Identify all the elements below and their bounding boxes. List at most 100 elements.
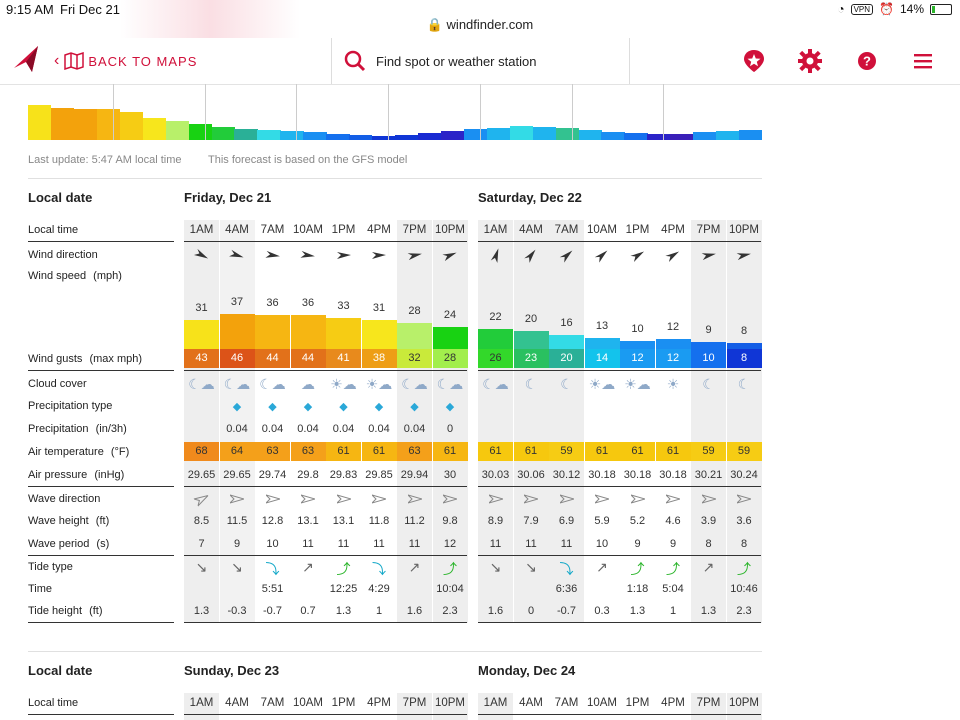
wind-gust-value: 43 (184, 349, 219, 368)
wind-speed-bar (184, 320, 219, 351)
hour-label: 10PM (728, 697, 760, 709)
raindrop-icon: ◆ (268, 401, 277, 413)
menu-hamburger-icon[interactable] (912, 49, 936, 73)
wave-period-value: 11 (525, 538, 537, 550)
wind-arrow-icon (514, 249, 549, 264)
row-label-text: Wind gusts (28, 353, 83, 365)
overview-bar (693, 132, 717, 140)
wave-period-value: 9 (634, 538, 641, 550)
wind-arrow-icon (255, 249, 290, 264)
air-pressure-value: 29.94 (400, 469, 429, 481)
wifi-icon: ◔ (837, 2, 845, 16)
raindrop-icon: ◆ (303, 401, 313, 413)
row-label-local_date: Local date (28, 190, 92, 205)
cloud-icon: ☾☁ (223, 376, 251, 392)
row-label-precip_type: Precipitation type (28, 400, 112, 412)
favorites-star-icon[interactable] (742, 49, 766, 73)
hour-label: 10PM (434, 697, 466, 709)
air-temp-value: 64 (219, 442, 255, 461)
hour-label: 7AM (554, 224, 579, 236)
back-to-maps-button[interactable]: ‹ BACK TO MAPS (54, 52, 197, 70)
wind-arrow-icon (549, 249, 584, 264)
overview-wind-chart[interactable] (28, 84, 763, 142)
air-temp-value: 59 (549, 442, 584, 461)
wind-speed-value: 33 (337, 300, 350, 312)
wind-speed-value: 31 (372, 302, 386, 314)
night-column (184, 693, 219, 720)
wind-speed-bar (655, 339, 691, 351)
tide-height-value: 1.3 (335, 605, 352, 617)
wind-speed-bar (219, 314, 255, 351)
raindrop-icon: ◆ (339, 401, 348, 413)
night-column (397, 693, 432, 720)
map-icon (64, 52, 85, 70)
windfinder-logo-icon[interactable] (12, 44, 42, 74)
wind-speed-bar (584, 338, 620, 351)
overview-bar (28, 105, 52, 140)
wave-period-value: 11 (408, 538, 421, 550)
underline (28, 241, 174, 242)
top-navigation: ‹ BACK TO MAPS ? (0, 38, 960, 85)
wind-speed-value: 8 (740, 325, 748, 337)
cloud-icon: ☾☁ (482, 376, 509, 392)
wind-speed-value: 36 (266, 297, 279, 309)
wave-direction-icon (255, 493, 290, 508)
wind-gust-value: 28 (432, 349, 468, 368)
wind-gust-value: 44 (290, 349, 326, 368)
overview-bar (234, 129, 258, 140)
row-label-text: Air temperature (28, 446, 104, 458)
url-bar[interactable]: 🔒 windfinder.com (0, 17, 960, 33)
tide-height-value: 1 (669, 605, 677, 617)
row-label-local-time: Local time (28, 697, 79, 709)
overview-bar (395, 135, 419, 140)
help-icon[interactable]: ? (855, 49, 879, 73)
wave-height-value: 12.8 (261, 515, 284, 527)
tide-height-value: 0.3 (594, 605, 610, 617)
wave-direction-icon (433, 493, 468, 508)
wind-speed-value: 22 (489, 311, 502, 323)
day-title: Friday, Dec 21 (184, 190, 272, 205)
battery-icon (930, 3, 952, 15)
wind-arrow-icon (727, 249, 762, 264)
search-icon[interactable] (344, 50, 366, 72)
wave-height-value: 4.6 (665, 515, 681, 527)
wind-gust-value: 8 (726, 349, 762, 368)
wind-arrow-icon (656, 249, 691, 264)
row-label-precipitation: Precipitation (in/3h) (28, 423, 127, 435)
tide-down-icon: ↘ (231, 559, 243, 575)
wave-height-value: 3.6 (736, 515, 752, 527)
underline (184, 486, 467, 487)
wave-direction-icon (549, 493, 584, 508)
row-label-wave_direction: Wave direction (28, 493, 100, 505)
wave-direction-icon (478, 493, 513, 508)
tide-height-value: -0.7 (263, 605, 282, 617)
tide-height-value: 1.6 (487, 605, 504, 617)
wind-gust-value: 14 (584, 349, 620, 368)
wave-direction-icon (397, 493, 432, 508)
cloud-icon: ☾☁ (436, 376, 464, 392)
wind-speed-value: 37 (230, 296, 244, 308)
wave-height-value: 13.1 (332, 515, 355, 527)
tide-time-value: 1:18 (626, 583, 649, 595)
air-pressure-value: 30.18 (659, 469, 687, 481)
row-label-text: Air pressure (28, 469, 88, 481)
tide-high-icon: ⤴ (666, 561, 680, 577)
wind-arrow-icon (433, 249, 468, 264)
wave-direction-icon (184, 493, 219, 508)
hour-label: 7PM (696, 224, 721, 236)
wave-direction-icon (326, 493, 361, 508)
night-column (432, 693, 468, 720)
wave-height-value: 8.5 (193, 515, 210, 527)
row-label-wave_height: Wave height (ft) (28, 515, 109, 527)
overview-bar (463, 129, 488, 140)
wind-speed-bar (478, 329, 513, 351)
settings-gear-icon[interactable] (798, 49, 822, 73)
day-title: Sunday, Dec 23 (184, 663, 280, 678)
air-temp-value: 61 (326, 442, 361, 461)
row-label-unit: (max mph) (86, 353, 143, 365)
air-temp-value: 61 (478, 442, 513, 461)
search-input[interactable] (374, 52, 608, 70)
cloud-icon: ☀ (666, 376, 680, 392)
row-label-text: Wave height (28, 515, 89, 527)
divider (28, 651, 762, 652)
